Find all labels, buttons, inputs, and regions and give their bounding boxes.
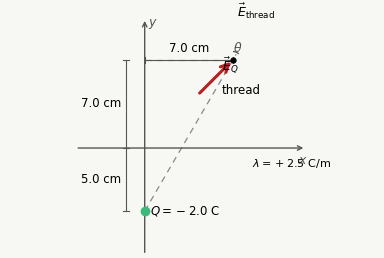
Text: $Q = -2.0$ C: $Q = -2.0$ C bbox=[150, 204, 220, 218]
Text: $\theta$: $\theta$ bbox=[233, 41, 242, 55]
Text: 7.0 cm: 7.0 cm bbox=[81, 97, 121, 110]
Text: thread: thread bbox=[222, 84, 261, 97]
Text: $\vec{E}_{Q}$: $\vec{E}_{Q}$ bbox=[222, 55, 238, 75]
Text: 5.0 cm: 5.0 cm bbox=[81, 173, 121, 186]
Text: $\lambda = +2.5$ C/m: $\lambda = +2.5$ C/m bbox=[252, 157, 331, 170]
Text: 7.0 cm: 7.0 cm bbox=[169, 42, 209, 55]
Text: $y$: $y$ bbox=[149, 17, 158, 31]
Text: $x$: $x$ bbox=[298, 154, 308, 167]
Text: $\vec{E}_{\mathrm{thread}}$: $\vec{E}_{\mathrm{thread}}$ bbox=[237, 2, 276, 21]
